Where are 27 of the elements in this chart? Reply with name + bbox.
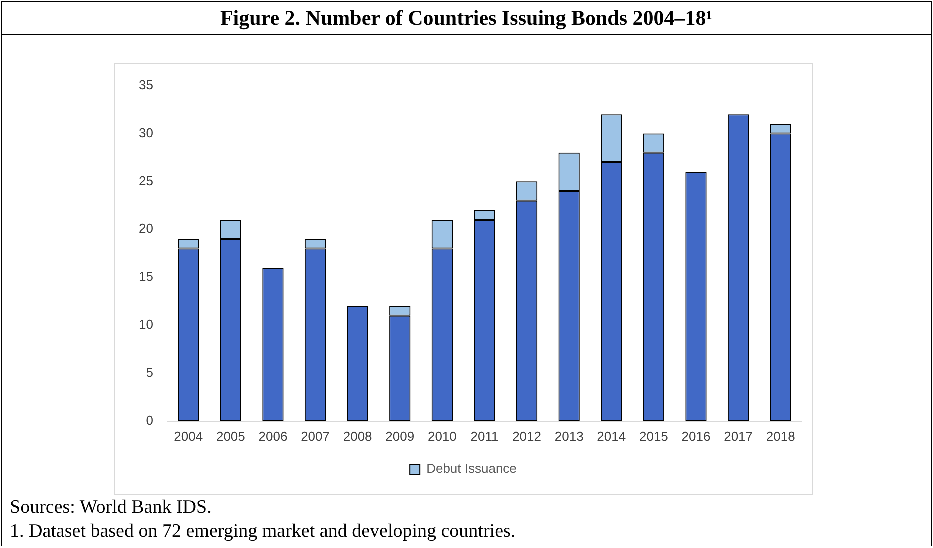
x-tick-label: 2004 bbox=[174, 428, 204, 444]
x-tick-label: 2007 bbox=[301, 428, 330, 444]
y-tick-label: 5 bbox=[146, 365, 154, 380]
x-tick-label: 2010 bbox=[428, 428, 457, 444]
y-tick-label: 25 bbox=[138, 173, 154, 188]
chart-title: Figure 2. Number of Countries Issuing Bonds 2004–18¹ bbox=[2, 2, 931, 35]
text: 1. Dataset based on 72 emerging market and developing countries. bbox=[10, 520, 516, 544]
x-tick-label: 2016 bbox=[682, 428, 711, 444]
y-tick-label: 15 bbox=[138, 269, 154, 284]
legend-label: Debut Issuance bbox=[426, 461, 517, 476]
x-tick-label: 2014 bbox=[597, 428, 626, 444]
x-tick-label: 2005 bbox=[216, 428, 246, 444]
y-tick-label: 20 bbox=[138, 221, 154, 236]
x-tick-label: 2011 bbox=[470, 428, 499, 444]
x-tick-label: 2018 bbox=[766, 428, 796, 444]
x-tick-label: 2017 bbox=[724, 428, 754, 444]
y-tick-label: 10 bbox=[138, 317, 154, 332]
x-tick-label: 2013 bbox=[554, 428, 584, 444]
x-tick-label: 2006 bbox=[258, 428, 288, 444]
x-tick-label: 2012 bbox=[512, 428, 542, 444]
x-tick-label: 2015 bbox=[639, 428, 668, 444]
y-tick-label: 0 bbox=[146, 412, 154, 428]
x-tick-label: 2009 bbox=[386, 428, 415, 444]
y-tick-label: 30 bbox=[138, 125, 154, 140]
source-note: Sources: World Bank IDS. bbox=[10, 496, 213, 520]
x-tick-label: 2008 bbox=[343, 428, 372, 444]
y-tick-label: 35 bbox=[138, 77, 154, 92]
